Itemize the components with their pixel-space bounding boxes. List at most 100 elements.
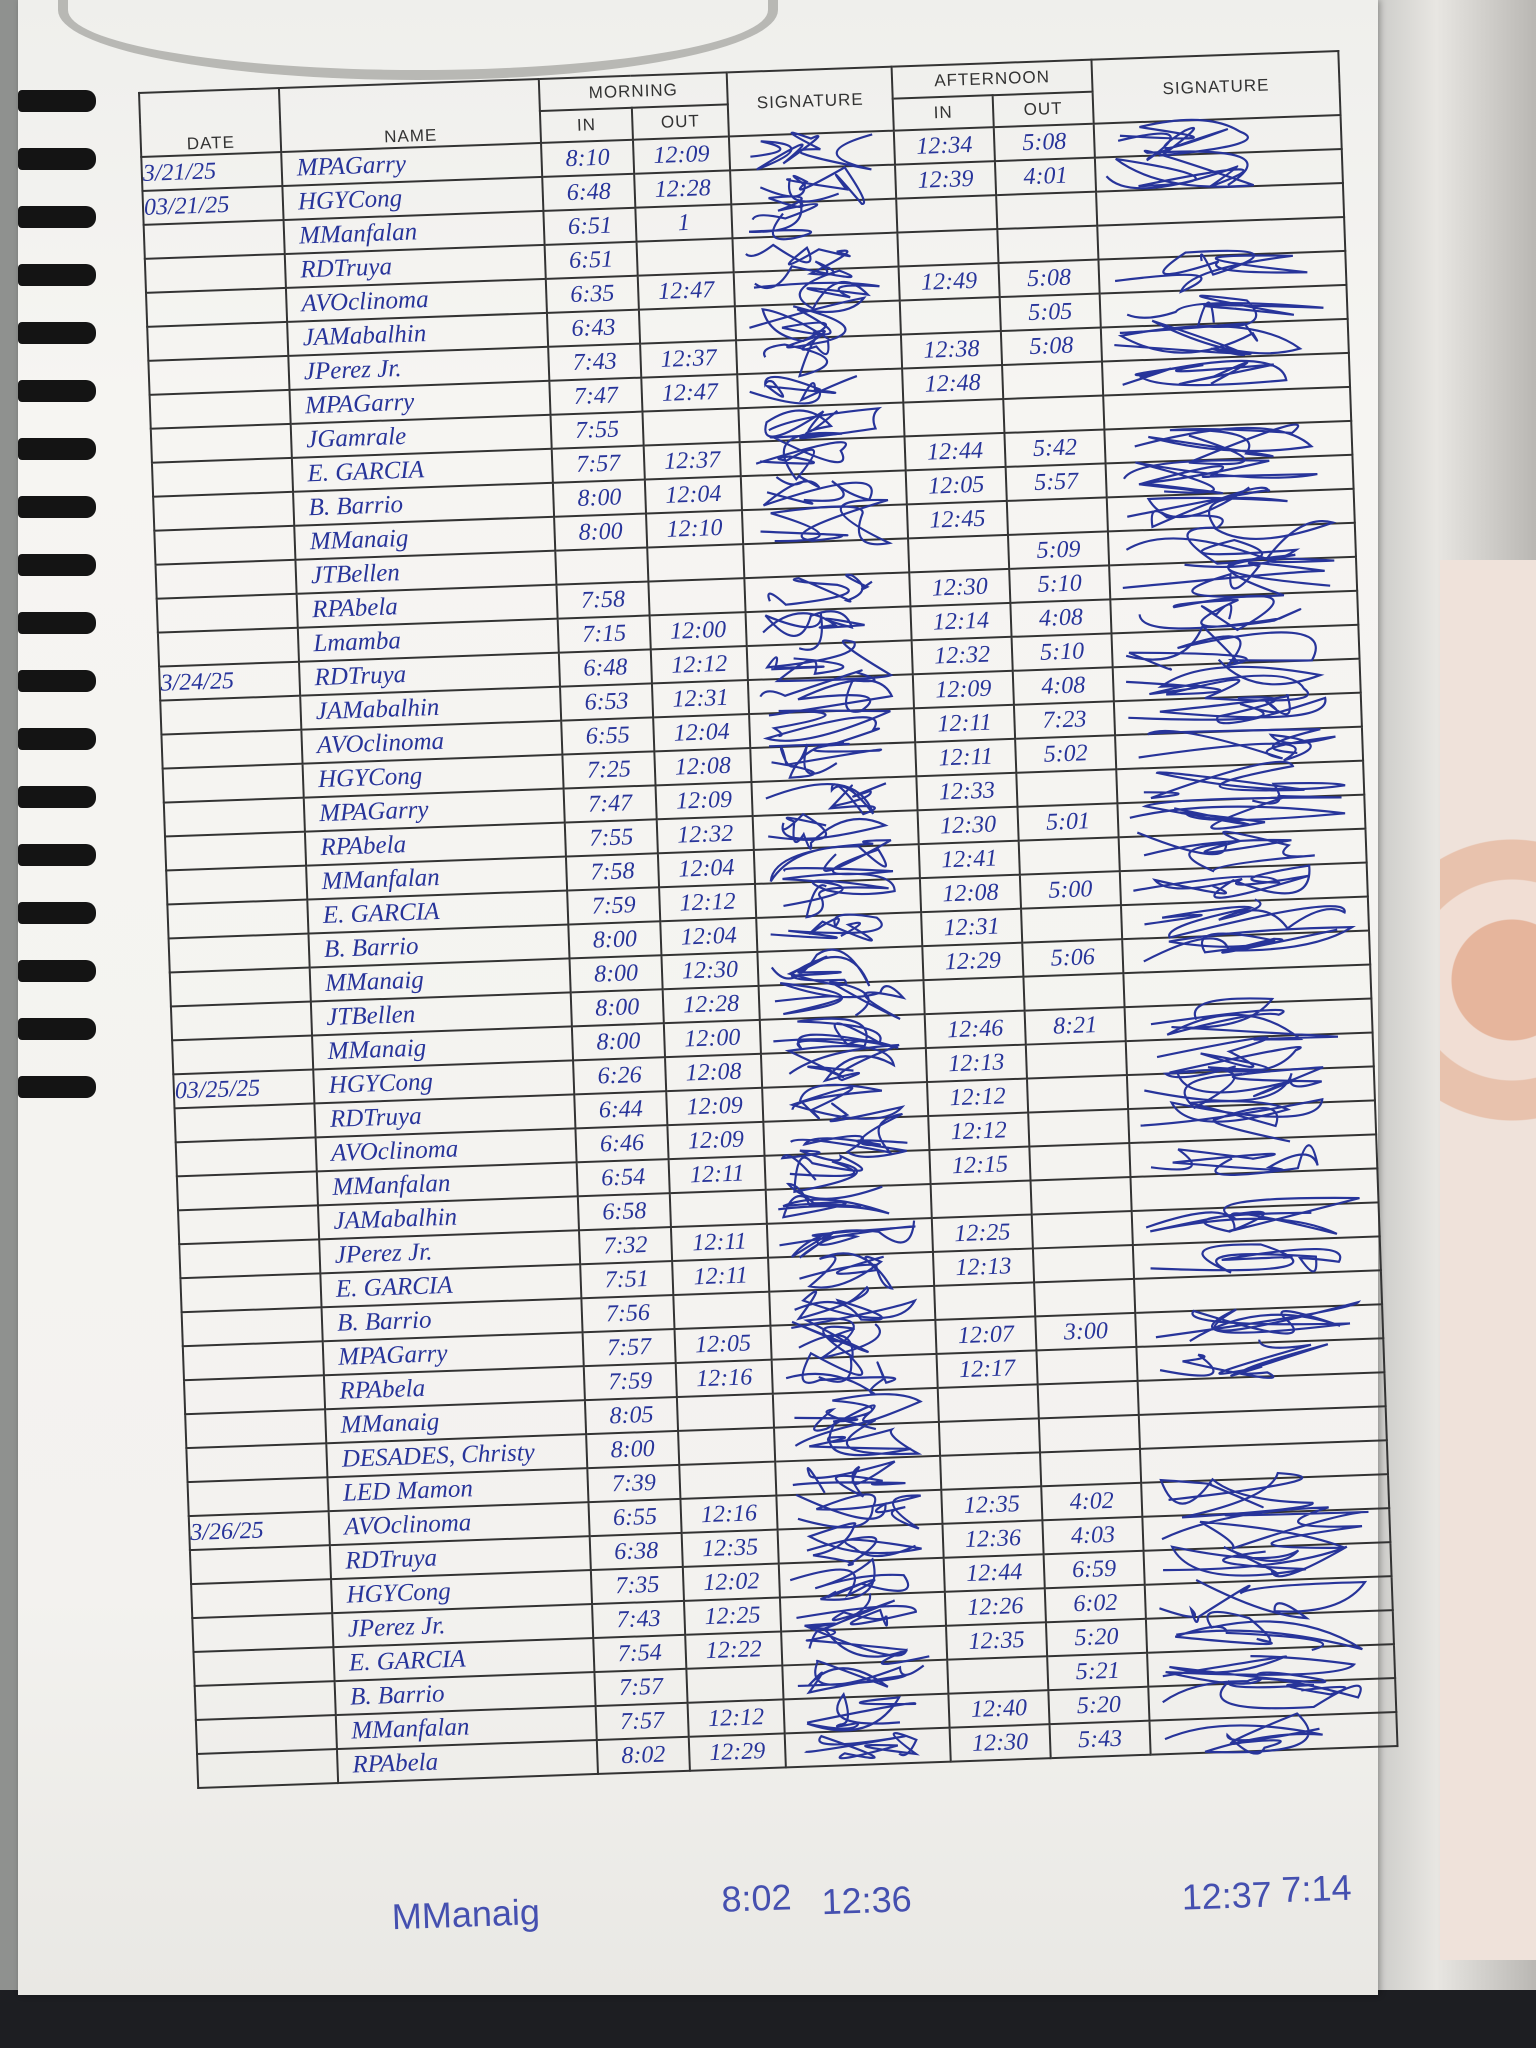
afternoon-signature	[1118, 828, 1367, 873]
afternoon-signature	[1121, 896, 1370, 940]
header-afternoon-out: OUT	[992, 91, 1094, 128]
morning-in-cell: 7:57	[582, 1329, 676, 1367]
afternoon-out-cell: 5:00	[1019, 871, 1122, 909]
signature-scribble	[799, 1252, 894, 1290]
table-row: B. Barrio 7:57 5:21	[194, 1644, 1396, 1720]
signature-scribble	[784, 1043, 900, 1083]
morning-in-cell: 7:59	[583, 1363, 677, 1401]
table-row: JAMabalhin 6:58	[178, 1168, 1379, 1245]
morning-in-cell: 7:47	[563, 785, 657, 823]
date-cell	[150, 423, 292, 463]
date-cell: 3/24/25	[159, 661, 301, 701]
morning-out-cell	[648, 578, 746, 616]
morning-signature	[764, 1149, 931, 1194]
signature-scribble	[804, 1622, 930, 1666]
date-cell	[192, 1613, 334, 1653]
date-cell	[153, 491, 295, 531]
afternoon-out-cell	[996, 191, 1098, 230]
morning-signature	[733, 265, 900, 311]
signature-scribble	[779, 1220, 916, 1259]
afternoon-signature	[1116, 760, 1365, 805]
afternoon-out-cell	[1023, 973, 1125, 1011]
morning-out-cell: 12:04	[653, 714, 751, 752]
morning-out-cell: 1	[635, 204, 733, 242]
morning-in-cell: 6:54	[576, 1159, 670, 1197]
afternoon-in-cell: 12:45	[906, 500, 1009, 539]
table-row: RDTruya 6:38 12:35 12:36 4:03	[189, 1506, 1391, 1585]
morning-in-cell: 8:00	[586, 1430, 680, 1469]
table-row: MManaig 8:00 12:30 12:29 5:06	[169, 925, 1371, 1007]
binding-ring	[18, 1076, 96, 1098]
signature-scribble	[1133, 864, 1311, 899]
morning-signature	[734, 296, 901, 343]
table-row: RDTruya 6:44 12:09 12:12	[174, 1066, 1375, 1143]
signature-scribble	[1174, 1610, 1363, 1652]
morning-signature	[784, 1727, 951, 1768]
signature-scribble	[806, 1522, 922, 1567]
below-am-in: 8:02	[720, 1876, 793, 1920]
table-row: 03/21/25 HGYCong 6:48 12:28 12:39 4:01	[142, 149, 1343, 225]
morning-signature	[774, 1418, 941, 1462]
morning-out-cell: 12:00	[649, 612, 747, 650]
signature-scribble	[795, 1493, 922, 1530]
afternoon-out-cell: 8:21	[1024, 1007, 1126, 1045]
morning-out-cell	[642, 408, 740, 446]
morning-in-cell: 7:15	[557, 615, 651, 653]
afternoon-out-cell: 5:06	[1022, 939, 1124, 977]
date-cell	[193, 1647, 335, 1686]
date-cell	[167, 899, 309, 939]
afternoon-out-cell: 5:05	[999, 293, 1101, 332]
signature-scribble	[1125, 624, 1317, 671]
morning-out-cell: 12:16	[680, 1495, 778, 1533]
afternoon-out-cell	[1006, 497, 1108, 535]
signature-scribble	[792, 1460, 906, 1498]
afternoon-out-cell: 5:20	[1048, 1686, 1150, 1725]
afternoon-in-cell: 12:11	[915, 738, 1017, 777]
table-row: B. Barrio 7:56	[181, 1270, 1383, 1347]
morning-signature	[739, 431, 906, 482]
date-cell	[160, 695, 302, 735]
morning-out-cell: 12:12	[659, 883, 757, 922]
morning-out-cell	[636, 238, 734, 276]
afternoon-signature	[1102, 352, 1351, 396]
signature-scribble	[1136, 830, 1315, 873]
morning-out-cell: 12:25	[683, 1597, 782, 1635]
afternoon-out-cell: 6:59	[1043, 1550, 1145, 1589]
table-row: E. GARCIA 7:57 12:37 12:44 5:42	[151, 420, 1353, 497]
table-row: RPAbela 7:55 12:32 12:30 5:01	[164, 794, 1366, 871]
afternoon-signature	[1112, 658, 1361, 702]
morning-out-cell: 12:05	[674, 1325, 772, 1364]
morning-in-cell: 7:54	[593, 1634, 687, 1673]
morning-out-cell: 12:04	[660, 917, 758, 956]
afternoon-out-cell	[1034, 1278, 1136, 1317]
morning-in-cell: 6:48	[558, 649, 652, 687]
afternoon-in-cell	[938, 1418, 1041, 1456]
afternoon-in-cell	[930, 1180, 1032, 1218]
logbook-page: DATE NAME MORNING SIGNATURE AFTERNOON SI…	[18, 0, 1398, 1995]
afternoon-signature	[1100, 318, 1349, 362]
signature-scribble	[1163, 1545, 1348, 1578]
afternoon-signature	[1093, 115, 1342, 162]
signature-scribble	[762, 610, 865, 651]
morning-out-cell: 12:29	[688, 1733, 786, 1771]
afternoon-out-cell	[1031, 1211, 1133, 1249]
signature-scribble	[782, 872, 896, 919]
signature-scribble	[1140, 1097, 1324, 1143]
date-cell	[170, 1001, 313, 1041]
signature-scribble	[1159, 1339, 1329, 1379]
signature-scribble	[770, 913, 883, 942]
morning-out-cell: 12:09	[632, 136, 731, 174]
morning-out-cell: 12:08	[654, 748, 752, 786]
morning-signature	[765, 1182, 932, 1224]
binding-ring	[18, 554, 96, 576]
afternoon-out-cell	[1025, 1041, 1127, 1079]
morning-in-cell: 8:10	[541, 139, 635, 177]
afternoon-in-cell: 12:44	[943, 1554, 1045, 1592]
morning-in-cell: 7:58	[565, 853, 660, 891]
background-fabric	[1440, 560, 1536, 1960]
signature-scribble	[1161, 1506, 1369, 1550]
signature-scribble	[789, 1557, 910, 1601]
below-name: MManaig	[391, 1891, 541, 1938]
attendance-rows: 3/21/25 MPAGarry 8:10 12:09 12:34 5:08 03/21/2…	[141, 115, 1398, 1788]
signature-scribble	[1150, 1243, 1342, 1274]
